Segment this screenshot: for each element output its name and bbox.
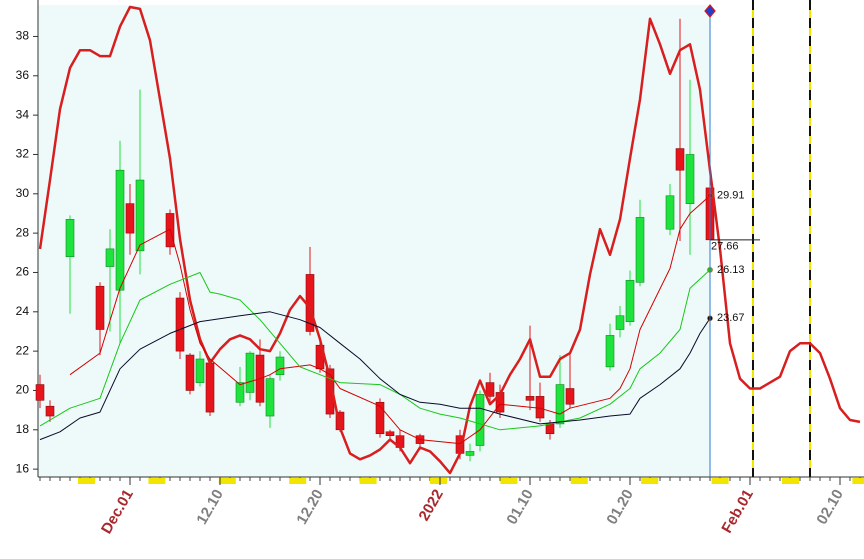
week-marker: [641, 478, 659, 484]
week-marker: [218, 478, 236, 484]
candle-body: [325, 368, 335, 415]
y-tick-label: 38: [16, 29, 30, 43]
x-tick-label: Dec.01: [98, 486, 137, 536]
x-tick-label: Feb.01: [718, 486, 756, 536]
end-value-label: 29.91: [717, 189, 745, 201]
candle-body: [105, 248, 115, 267]
candle-body: [45, 405, 55, 417]
candle-body: [605, 335, 615, 368]
end-value-label: 23.67: [717, 312, 745, 324]
y-tick-label: 18: [16, 422, 30, 436]
week-marker: [430, 478, 447, 484]
week-marker: [78, 478, 95, 484]
candle-body: [235, 382, 245, 403]
candle-body: [625, 280, 635, 322]
indicator-line: [39, 269, 711, 431]
candle-body: [35, 384, 45, 401]
week-marker: [148, 478, 166, 484]
week-marker: [852, 478, 864, 484]
end-value-label: 26.13: [717, 264, 745, 276]
indicator-line: [69, 195, 711, 445]
candle-body: [555, 384, 565, 425]
candle-body: [265, 378, 275, 417]
candle-body: [465, 451, 475, 456]
y-tick-label: 28: [16, 225, 30, 239]
candle-body: [675, 148, 685, 171]
candle-body: [125, 203, 135, 234]
x-tick-label: 02.10: [813, 486, 846, 527]
x-tick-label: 2022: [415, 486, 446, 523]
y-tick-label: 16: [16, 461, 30, 475]
candle-body: [635, 217, 645, 283]
candle-body: [485, 382, 495, 397]
week-marker: [359, 478, 377, 484]
y-tick-label: 36: [16, 68, 30, 82]
candle-body: [205, 362, 215, 413]
y-tick-label: 24: [16, 304, 30, 318]
x-tick-label: 01.20: [603, 486, 636, 527]
close-value-label: 27.66: [711, 241, 739, 253]
x-tick-label: 12.10: [193, 486, 226, 527]
candle-body: [535, 396, 545, 419]
y-tick-label: 20: [16, 383, 30, 397]
candle-body: [65, 219, 75, 258]
week-marker: [500, 478, 518, 484]
cursor-marker: [704, 4, 716, 18]
y-tick-label: 32: [16, 147, 30, 161]
axes: [33, 0, 864, 485]
candle-body: [565, 388, 575, 405]
week-marker: [289, 478, 307, 484]
candle-body: [375, 401, 385, 435]
candle-body: [95, 285, 105, 330]
week-marker: [711, 478, 729, 484]
candle-body: [175, 297, 185, 352]
y-tick-label: 34: [16, 107, 30, 121]
candle-body: [525, 396, 535, 401]
candle-body: [685, 154, 695, 204]
week-marker: [782, 478, 799, 484]
candle-body: [615, 315, 625, 330]
y-tick-label: 22: [16, 343, 30, 357]
candle-body: [475, 394, 485, 446]
candle-body: [185, 354, 195, 391]
x-tick-label: 01.10: [503, 486, 536, 527]
y-tick-label: 26: [16, 265, 30, 279]
candle-body: [665, 195, 675, 230]
candle-body: [385, 431, 395, 436]
candle-body: [545, 423, 555, 435]
candle-body: [245, 352, 255, 393]
week-marker: [570, 478, 588, 484]
indicator-line: [38, 5, 861, 475]
plot-marks: [35, 4, 861, 477]
candle-body: [275, 356, 285, 376]
candle-body: [135, 179, 145, 252]
x-tick-label: 12.20: [293, 486, 326, 527]
candle-body: [195, 358, 205, 383]
y-tick-label: 30: [16, 186, 30, 200]
candle-body: [115, 169, 125, 291]
indicator-line: [39, 311, 711, 441]
